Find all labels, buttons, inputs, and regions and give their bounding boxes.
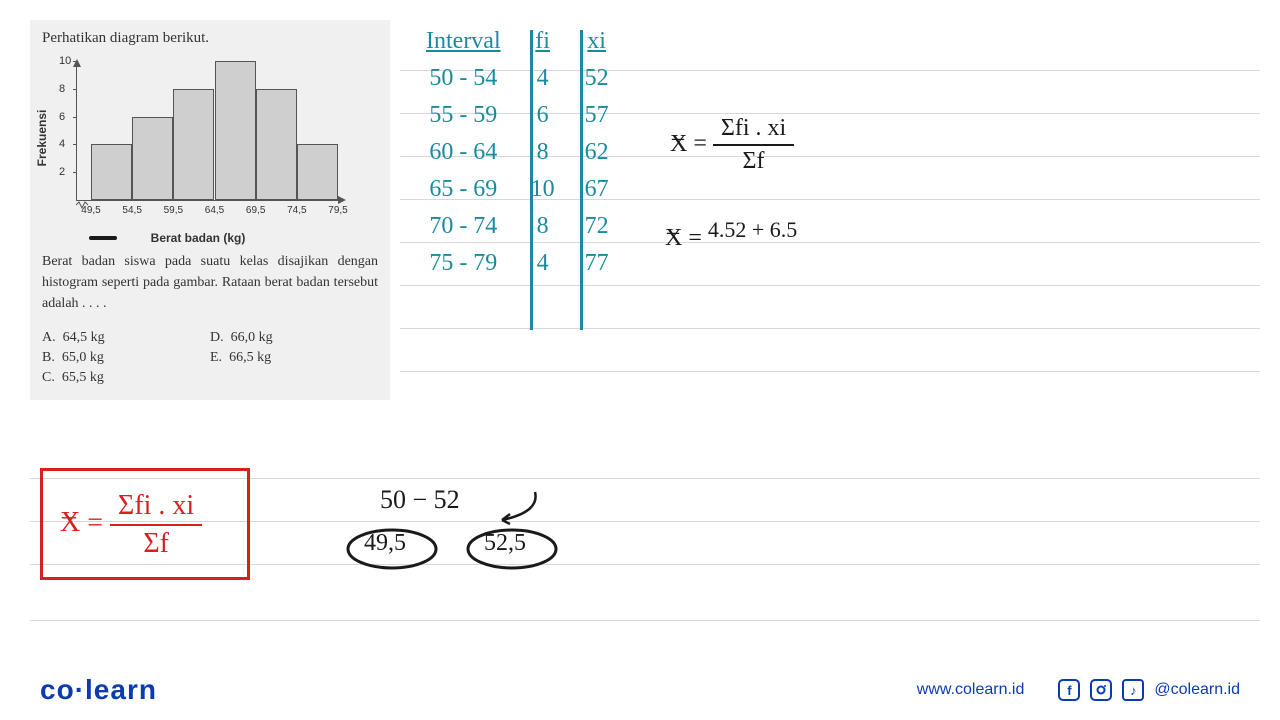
problem-text: Berat badan siswa pada suatu kelas disaj… — [42, 251, 378, 314]
y-axis-label: Frekuensi — [35, 110, 49, 167]
footer-handle: @colearn.id — [1154, 681, 1240, 699]
x-axis-label: Berat badan (kg) — [151, 231, 246, 245]
circle-icon — [342, 526, 442, 572]
brand-logo: co·learn — [40, 674, 157, 706]
arrow-icon — [490, 490, 540, 525]
table-header-fi: fi — [517, 24, 569, 59]
mean-formula: _ X = Σfi . xi Σf — [670, 115, 794, 175]
answer-D: D. 66,0 kg — [210, 330, 378, 346]
handwritten-table: Interval fi xi 50 - 54452 55 - 59657 60 … — [410, 22, 625, 283]
facebook-icon: f — [1058, 679, 1080, 701]
answer-E: E. 66,5 kg — [210, 350, 378, 366]
answer-B: B. 65,0 kg — [42, 350, 210, 366]
footer: co·learn www.colearn.id f ♪ @colearn.id — [0, 660, 1280, 720]
scratch-left-circle: 49,5 — [350, 530, 420, 557]
scratch-right-circle: 52,5 — [470, 530, 540, 557]
answer-options: A. 64,5 kg D. 66,0 kg B. 65,0 kg E. 66,5… — [42, 330, 378, 386]
footer-url: www.colearn.id — [917, 681, 1025, 699]
problem-panel: Perhatikan diagram berikut. Frekuensi 24… — [30, 20, 390, 400]
chart-plot: 24681049,554,559,564,569,574,579,5 — [76, 61, 344, 201]
mean-step2: _ X = 4.52 + 6.5 — [665, 225, 797, 252]
tiktok-icon: ♪ — [1122, 679, 1144, 701]
axis-break-icon — [76, 197, 88, 207]
underline-mark — [89, 236, 117, 240]
problem-title: Perhatikan diagram berikut. — [42, 30, 378, 47]
boxed-formula: _ X = Σfi . xi Σf — [60, 490, 202, 560]
table-header-xi: xi — [571, 24, 623, 59]
scratch-range: 50 − 52 — [380, 485, 460, 515]
circle-icon — [462, 526, 562, 572]
answer-A: A. 64,5 kg — [42, 330, 210, 346]
answer-C: C. 65,5 kg — [42, 370, 210, 386]
instagram-icon — [1090, 679, 1112, 701]
footer-right: www.colearn.id f ♪ @colearn.id — [917, 679, 1240, 701]
table-header-interval: Interval — [412, 24, 515, 59]
histogram-chart: Frekuensi 24681049,554,559,564,569,574,5… — [48, 53, 348, 223]
